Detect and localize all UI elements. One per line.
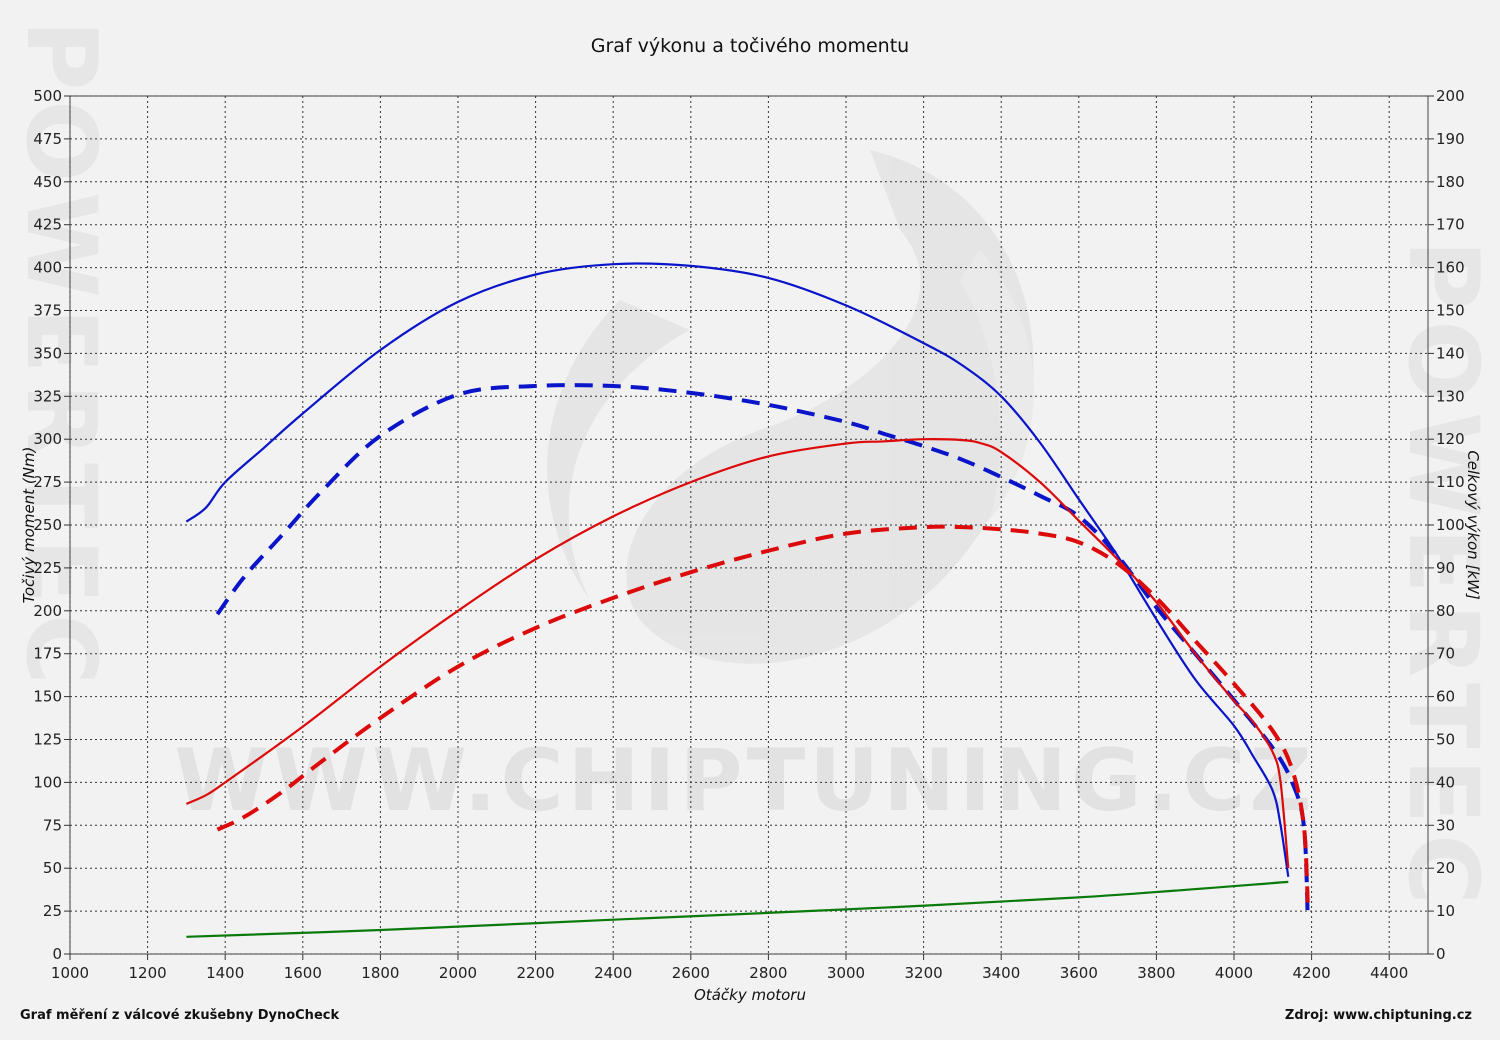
y-right-tick-label-4: 40 <box>1436 773 1455 791</box>
y-left-axis-ticks: 0 25 50 75 100 125 150 175 200 225 250 275 300 325 350… <box>33 87 70 963</box>
grid <box>69 95 1428 955</box>
y-left-tick-label-19: 475 <box>33 130 62 148</box>
y-left-tick-label-0: 0 <box>52 945 62 963</box>
x-tick-label-1: 1200 <box>129 964 167 982</box>
y-right-tick-label-19: 190 <box>1436 130 1465 148</box>
x-axis-ticks: 1000 1200 1400 1600 1800 2000 2200 2400 2600 2800… <box>51 954 1408 982</box>
x-tick-label-4: 1800 <box>361 964 399 982</box>
y-left-tick-label-16: 400 <box>33 259 62 277</box>
series-line-3 <box>216 524 1310 903</box>
x-tick-label-16: 4200 <box>1293 964 1331 982</box>
y-left-tick-label-15: 375 <box>33 302 62 320</box>
y-left-tick-label-9: 225 <box>33 559 62 577</box>
x-tick-label-5: 2000 <box>439 964 477 982</box>
y-right-tick-label-0: 0 <box>1436 945 1446 963</box>
y-right-tick-label-9: 90 <box>1436 559 1455 577</box>
x-tick-label-8: 2600 <box>672 964 710 982</box>
series-group <box>185 262 1310 938</box>
series-line-4 <box>186 880 1289 938</box>
x-tick-label-10: 3000 <box>827 964 865 982</box>
y-left-tick-label-3: 75 <box>43 816 62 834</box>
x-tick-label-7: 2400 <box>594 964 632 982</box>
y-right-tick-label-16: 160 <box>1436 259 1465 277</box>
y-left-tick-label-17: 425 <box>33 216 62 234</box>
y-left-tick-label-5: 125 <box>33 731 62 749</box>
logo-watermark <box>547 150 1034 664</box>
y-left-tick-label-6: 150 <box>33 688 62 706</box>
y-right-axis-ticks: 0 10 20 30 40 50 60 70 80 90 100 110 120 130 140 150 160… <box>1428 87 1465 963</box>
y-left-tick-label-13: 325 <box>33 387 62 405</box>
y-left-tick-label-2: 50 <box>43 859 62 877</box>
x-tick-label-2: 1400 <box>206 964 244 982</box>
y-right-tick-label-14: 140 <box>1436 344 1465 362</box>
y-right-tick-label-5: 50 <box>1436 731 1455 749</box>
y-right-tick-label-18: 180 <box>1436 173 1465 191</box>
y-right-tick-label-7: 70 <box>1436 645 1455 663</box>
series-line-2 <box>185 438 1290 869</box>
x-tick-label-15: 4000 <box>1215 964 1253 982</box>
y-left-tick-label-7: 175 <box>33 645 62 663</box>
y-right-tick-label-10: 100 <box>1436 516 1465 534</box>
y-right-tick-label-11: 110 <box>1436 473 1465 491</box>
x-tick-label-13: 3600 <box>1060 964 1098 982</box>
y-right-tick-label-6: 60 <box>1436 688 1455 706</box>
y-right-tick-label-12: 120 <box>1436 430 1465 448</box>
x-tick-label-12: 3400 <box>982 964 1020 982</box>
chart-title: Graf výkonu a točivého momentu <box>591 35 909 57</box>
y-right-tick-label-8: 80 <box>1436 602 1455 620</box>
x-axis-label: Otáčky motoru <box>694 986 806 1004</box>
footer-left: Graf měření z válcové zkušebny DynoCheck <box>20 1008 339 1023</box>
y-left-tick-label-11: 275 <box>33 473 62 491</box>
y-left-tick-label-20: 500 <box>33 87 62 105</box>
y-left-tick-label-1: 25 <box>43 902 62 920</box>
footer-right: Zdroj: www.chiptuning.cz <box>1285 1008 1472 1023</box>
y-left-tick-label-14: 350 <box>33 344 62 362</box>
x-tick-label-17: 4400 <box>1370 964 1408 982</box>
side-watermark-right: POWERTEC <box>1387 240 1499 915</box>
y-left-axis-label: Točivý moment (Nm) <box>20 447 38 604</box>
y-right-tick-label-3: 30 <box>1436 816 1455 834</box>
x-tick-label-9: 2800 <box>749 964 787 982</box>
x-tick-label-0: 1000 <box>51 964 89 982</box>
y-right-tick-label-13: 130 <box>1436 387 1465 405</box>
y-right-tick-label-1: 10 <box>1436 902 1455 920</box>
y-right-tick-label-20: 200 <box>1436 87 1465 105</box>
x-tick-label-11: 3200 <box>905 964 943 982</box>
y-right-tick-label-17: 170 <box>1436 216 1465 234</box>
y-left-tick-label-8: 200 <box>33 602 62 620</box>
side-watermark-left: POWERTEC <box>5 20 117 695</box>
y-left-tick-label-4: 100 <box>33 773 62 791</box>
y-right-tick-label-15: 150 <box>1436 302 1465 320</box>
y-left-tick-label-18: 450 <box>33 173 62 191</box>
url-watermark: WWW.CHIPTUNING.CZ <box>174 731 1316 831</box>
x-tick-label-14: 3800 <box>1137 964 1175 982</box>
y-right-axis-label: Celkový výkon [kW] <box>1464 450 1482 600</box>
y-right-tick-label-2: 20 <box>1436 859 1455 877</box>
x-tick-label-3: 1600 <box>284 964 322 982</box>
y-left-tick-label-12: 300 <box>33 430 62 448</box>
y-left-tick-label-10: 250 <box>33 516 62 534</box>
series-line-0 <box>185 262 1290 877</box>
x-tick-label-6: 2200 <box>517 964 555 982</box>
